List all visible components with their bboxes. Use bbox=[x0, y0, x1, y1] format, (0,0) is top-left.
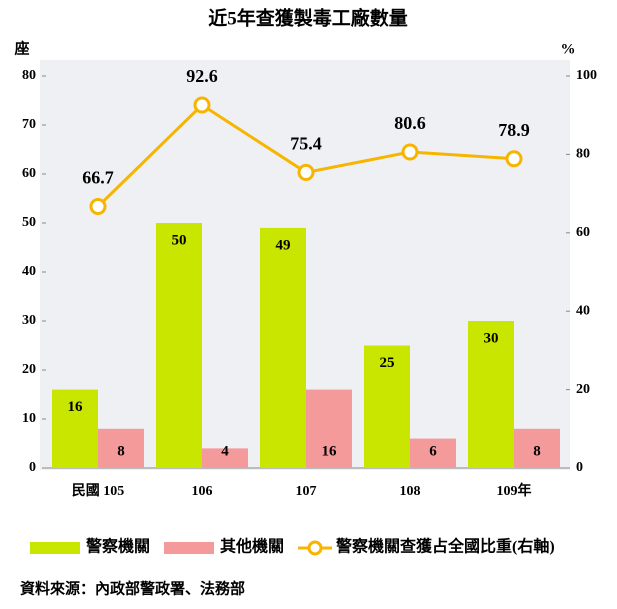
y2-tick-label: 60 bbox=[576, 225, 590, 240]
bar bbox=[98, 428, 144, 468]
bar bbox=[52, 389, 98, 468]
bar-value-label: 25 bbox=[380, 355, 395, 371]
y2-tick-label: 80 bbox=[576, 147, 590, 162]
legend-swatch bbox=[164, 542, 215, 554]
bar-value-label: 16 bbox=[68, 399, 84, 415]
y-tick-label: 0 bbox=[29, 460, 36, 475]
y2-axis-label: % bbox=[561, 41, 576, 57]
chart-title: 近5年查獲製毒工廠數量 bbox=[208, 6, 408, 29]
y-tick-label: 50 bbox=[22, 215, 36, 230]
bar-value-label: 30 bbox=[484, 330, 499, 346]
y2-tick-label: 40 bbox=[576, 303, 590, 318]
line-value-label: 75.4 bbox=[290, 134, 322, 154]
line-marker bbox=[401, 143, 419, 161]
bar-value-label: 16 bbox=[322, 443, 338, 459]
bar bbox=[514, 428, 560, 468]
bar-value-label: 8 bbox=[117, 443, 125, 459]
y-tick-label: 40 bbox=[22, 264, 36, 279]
y2-tick-label: 100 bbox=[576, 68, 597, 83]
x-tick-label: 108 bbox=[400, 484, 421, 499]
bar-value-label: 4 bbox=[221, 443, 229, 459]
y-tick-label: 60 bbox=[22, 166, 36, 181]
y-tick-label: 80 bbox=[22, 68, 36, 83]
legend-label: 警察機關查獲占全國比重(右軸) bbox=[335, 537, 555, 556]
y-axis-label: 座 bbox=[13, 39, 29, 57]
line-value-label: 92.6 bbox=[186, 66, 218, 86]
bar bbox=[202, 448, 248, 468]
bar bbox=[260, 227, 306, 468]
source-note: 資料來源：內政部警政署、法務部 bbox=[20, 579, 245, 597]
bar-value-label: 49 bbox=[276, 237, 291, 253]
line-value-label: 80.6 bbox=[394, 113, 426, 133]
y-tick-label: 20 bbox=[22, 362, 36, 377]
line-value-label: 78.9 bbox=[498, 120, 530, 140]
y2-tick-label: 0 bbox=[576, 460, 583, 475]
x-tick-label: 106 bbox=[192, 484, 213, 499]
bar bbox=[410, 438, 456, 468]
bar-value-label: 8 bbox=[533, 443, 541, 459]
bar-value-label: 50 bbox=[172, 232, 187, 248]
line-marker bbox=[297, 163, 315, 181]
bar-value-label: 6 bbox=[429, 443, 437, 459]
line-marker bbox=[505, 150, 523, 168]
bar bbox=[364, 345, 410, 468]
legend-label: 其他機關 bbox=[220, 537, 284, 556]
legend-swatch bbox=[30, 542, 80, 554]
y2-tick-label: 20 bbox=[576, 382, 590, 397]
x-tick-label: 民國 105 bbox=[72, 483, 125, 499]
legend-label: 警察機關 bbox=[85, 537, 150, 556]
legend-swatch bbox=[307, 540, 323, 556]
x-tick-label: 107 bbox=[296, 484, 317, 499]
y-tick-label: 10 bbox=[22, 411, 36, 426]
bar bbox=[306, 389, 352, 468]
line-marker bbox=[193, 96, 211, 114]
line-value-label: 66.7 bbox=[82, 168, 114, 188]
line-marker bbox=[89, 198, 107, 216]
bar bbox=[156, 223, 202, 468]
bar bbox=[468, 321, 514, 468]
y-tick-label: 70 bbox=[22, 117, 36, 132]
y-tick-label: 30 bbox=[22, 313, 36, 328]
x-tick-label: 109年 bbox=[497, 482, 532, 499]
